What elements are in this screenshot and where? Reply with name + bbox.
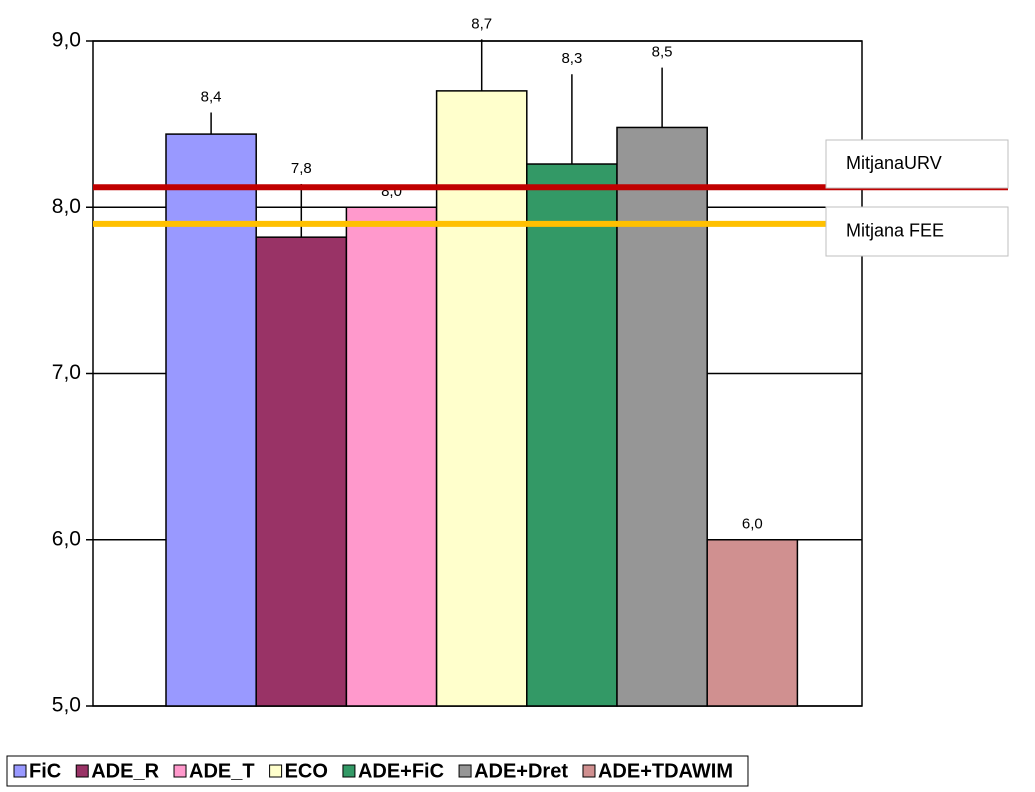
y-tick-label: 9,0 xyxy=(52,29,81,52)
legend: FiC ADE_R ADE_T ECO ADE+FiC ADE+Dret ADE+TDAWI… xyxy=(6,755,749,787)
legend-swatch xyxy=(458,764,472,778)
annotation-box xyxy=(825,139,1009,189)
reference-lines: MitjanaURV Mitjana FEE xyxy=(93,139,1009,257)
legend-swatch xyxy=(269,764,283,778)
legend-label: ADE_R xyxy=(91,760,159,782)
y-tick-label: 7,0 xyxy=(52,361,81,384)
legend-label: ADE+Dret xyxy=(474,760,568,782)
bar xyxy=(616,126,708,707)
annotation-box xyxy=(825,206,1009,257)
value-label: 8,3 xyxy=(561,50,582,67)
value-label: 6,0 xyxy=(742,516,763,533)
legend-label: ADE+FiC xyxy=(358,760,444,782)
legend-swatch xyxy=(173,764,187,778)
bar xyxy=(435,90,528,707)
annotation: MitjanaURV xyxy=(846,153,942,173)
legend-swatch xyxy=(582,764,596,778)
bar xyxy=(165,133,257,707)
legend-frame xyxy=(6,755,749,787)
value-label: 7,8 xyxy=(291,160,312,177)
value-label: 8,4 xyxy=(201,88,222,105)
legend-label: ADE_T xyxy=(189,760,255,782)
bar xyxy=(526,163,618,707)
bars: 8,47,88,08,78,3 8,56,0 xyxy=(165,15,799,707)
annotation: Mitjana FEE xyxy=(846,220,944,240)
legend-swatch xyxy=(13,764,27,778)
y-tick-label: 8,0 xyxy=(52,195,81,218)
bar xyxy=(255,236,348,707)
legend-swatch xyxy=(75,764,89,778)
legend-swatch xyxy=(342,764,356,778)
bar xyxy=(706,539,799,707)
legend-label: ADE+TDAWIM xyxy=(598,760,733,782)
legend-label: ECO xyxy=(285,760,328,782)
value-label: 8,7 xyxy=(471,15,492,32)
value-label: 8,5 xyxy=(652,44,673,61)
y-tick-label: 5,0 xyxy=(52,694,81,717)
legend-label: FiC xyxy=(29,760,61,782)
bar xyxy=(345,206,438,707)
y-tick-label: 6,0 xyxy=(52,527,81,550)
